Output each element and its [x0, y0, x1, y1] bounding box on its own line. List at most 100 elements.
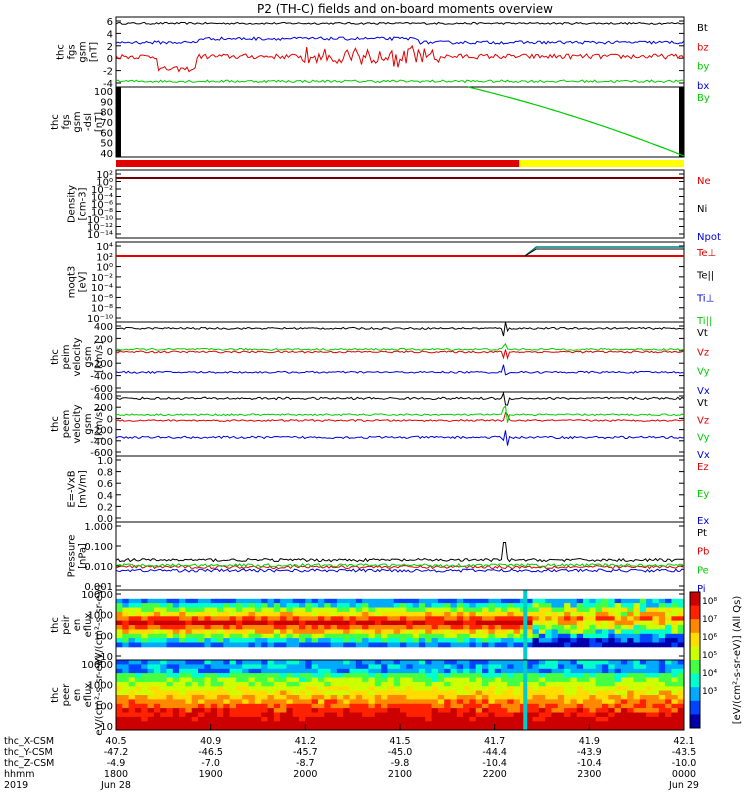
spectrogram-cell — [191, 721, 199, 727]
spectrogram-cell — [450, 598, 458, 604]
spectrogram-cell — [614, 603, 622, 608]
spectrogram-cell — [633, 603, 641, 608]
spectrogram-cell — [583, 629, 590, 635]
spectrogram-cell — [229, 664, 237, 670]
spectrogram-cell — [179, 686, 186, 692]
spectrogram-cell — [305, 620, 312, 626]
spectrogram-cell — [639, 616, 647, 622]
spectrogram-cell — [116, 660, 123, 665]
spectrogram-cell — [273, 598, 281, 604]
spectrogram-cell — [450, 625, 458, 630]
spectrogram-cell — [299, 686, 306, 692]
spectrogram-cell — [456, 690, 464, 696]
spectrogram-cell — [519, 629, 527, 635]
spectrogram-cell — [280, 725, 287, 731]
spectrogram-cell — [557, 638, 565, 643]
spectrogram-cell — [646, 638, 653, 643]
spectrogram-cell — [141, 642, 148, 648]
spectrogram-cell — [349, 712, 357, 718]
spectrogram-cell — [381, 598, 388, 604]
spectrogram-cell — [172, 668, 180, 674]
spectrogram-cell — [576, 616, 584, 622]
spectrogram-cell — [412, 607, 420, 613]
spectrogram-cell — [160, 633, 167, 639]
spectrogram-cell — [330, 660, 338, 665]
spectrogram-cell — [658, 716, 666, 722]
spectrogram-cell — [627, 690, 634, 696]
spectrogram-cell — [658, 712, 666, 718]
spectrogram-cell — [134, 629, 142, 635]
spectrogram-cell — [412, 660, 420, 665]
spectrogram-cell — [538, 642, 546, 648]
spectrogram-cell — [166, 598, 174, 604]
spectrogram-cell — [501, 620, 508, 626]
spectrogram-cell — [431, 695, 439, 700]
spectrogram-cell — [400, 716, 407, 722]
spectrogram-cell — [355, 725, 363, 731]
y-tick-label: 100 — [94, 87, 113, 98]
spectrogram-cell — [444, 664, 451, 670]
spectrogram-cell — [134, 660, 142, 665]
spectrogram-cell — [400, 708, 407, 713]
spectrogram-cell — [147, 642, 155, 648]
spectrogram-cell — [191, 712, 199, 718]
spectrogram-cell — [494, 603, 502, 608]
y-axis-label-word: Density — [67, 185, 78, 223]
spectrogram-cell — [646, 664, 653, 670]
spectrogram-cell — [507, 708, 514, 713]
spectrogram-cell — [513, 725, 521, 731]
spectrogram-cell — [677, 681, 685, 687]
spectrogram-cell — [608, 703, 615, 709]
spectrogram-cell — [235, 712, 243, 718]
spectrogram-cell — [589, 708, 596, 713]
spectrogram-cell — [267, 620, 275, 626]
spectrogram-cell — [235, 616, 243, 622]
spectrogram-cell — [513, 611, 521, 617]
spectrogram-cell — [456, 660, 464, 665]
spectrogram-cell — [330, 625, 338, 630]
spectrogram-cell — [406, 642, 413, 648]
spectrogram-cell — [400, 712, 407, 718]
spectrogram-cell — [280, 629, 287, 635]
spectrogram-cell — [400, 677, 407, 683]
spectrogram-cell — [368, 716, 376, 722]
spectrogram-cell — [564, 616, 571, 622]
spectrogram-cell — [564, 677, 571, 683]
x-tick-label-x: 41.9 — [579, 736, 600, 747]
spectrogram-cell — [204, 716, 212, 722]
spectrogram-cell — [267, 607, 275, 613]
spectrogram-cell — [639, 603, 647, 608]
spectrogram-cell — [242, 716, 249, 722]
series-Vy — [115, 405, 685, 423]
spectrogram-cell — [400, 642, 407, 648]
spectrogram-cell — [646, 598, 653, 604]
spectrogram-cell — [191, 620, 199, 626]
spectrogram-cell — [538, 677, 546, 683]
spectrogram-cell — [324, 598, 331, 604]
spectrogram-cell — [185, 690, 193, 696]
spectrogram-cell — [602, 699, 609, 705]
spectrogram-cell — [185, 633, 193, 639]
spectrogram-cell — [519, 673, 527, 678]
spectrogram-cell — [425, 681, 432, 687]
spectrogram-cell — [172, 620, 180, 626]
spectrogram-cell — [128, 660, 136, 665]
spectrogram-cell — [671, 699, 679, 705]
spectrogram-cell — [362, 629, 369, 635]
spectrogram-cell — [501, 603, 508, 608]
spectrogram-cell — [456, 642, 464, 648]
spectrogram-cell — [526, 673, 533, 678]
spectrogram-cell — [393, 721, 401, 727]
spectrogram-cell — [292, 633, 300, 639]
spectrogram-cell — [185, 611, 193, 617]
spectrogram-cell — [677, 699, 685, 705]
spectrogram-cell — [330, 681, 338, 687]
spectrogram-cell — [160, 673, 167, 678]
spectrogram-cell — [602, 642, 609, 648]
spectrogram-cell — [280, 708, 287, 713]
spectrogram-cell — [425, 629, 432, 635]
y-tick-label: 40 — [100, 149, 113, 160]
spectrogram-cell — [677, 642, 685, 648]
spectrogram-cell — [482, 660, 489, 665]
